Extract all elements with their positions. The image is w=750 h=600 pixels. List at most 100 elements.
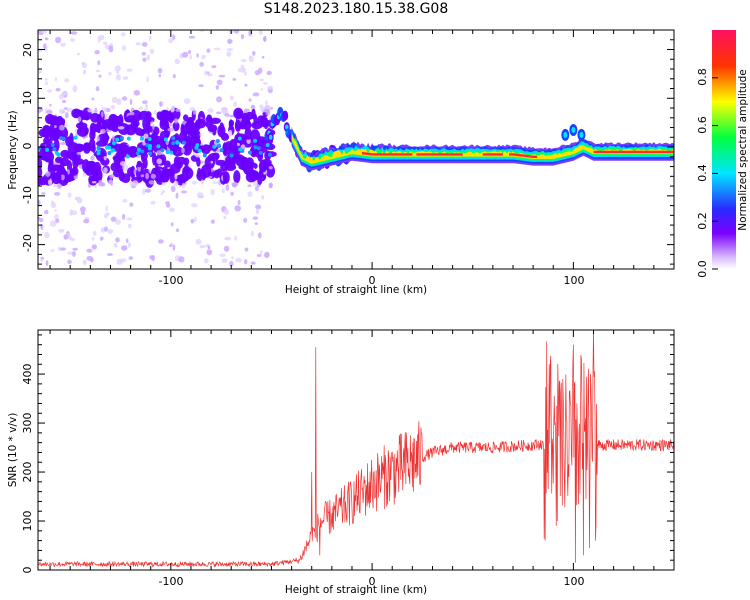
heat-blob [95,86,100,92]
heat-blob [86,248,93,253]
heat-blob [250,261,256,265]
spectrogram-panel: -100 0 100 -20 -10 0 10 20 Height of str… [7,29,675,296]
heat-blob [207,245,211,250]
heat-blob [122,45,127,51]
heat-blob [58,124,65,131]
heat-blob [51,200,54,206]
heat-blob [245,117,251,127]
heat-blob [148,180,155,185]
heat-blob [148,151,153,156]
heat-blob [235,257,242,263]
heat-blob [44,231,50,239]
heat-blob [267,85,273,90]
heat-blob [115,74,121,81]
heat-blob [116,70,120,74]
heat-blob [47,89,53,93]
heat-blob [181,147,185,154]
heat-blob [225,184,230,191]
heat-blob [150,200,156,205]
heat-blob [72,85,78,93]
heat-blob [91,144,96,153]
heat-blob [39,259,44,262]
heat-blob [113,242,118,248]
heat-blob [82,259,87,266]
heat-blob [243,217,248,223]
heat-blob [195,238,202,245]
heat-blob [116,258,123,265]
spectrogram-heatmap [38,30,674,267]
heat-blob [81,62,87,69]
heat-blob [128,256,134,260]
heat-blob [216,168,223,178]
heat-blob [207,124,218,133]
heat-blob [173,118,179,124]
heat-blob [126,154,130,159]
heat-blob [154,119,157,122]
heat-blob [44,77,48,81]
heat-blob [136,160,142,168]
heat-blob [117,65,121,69]
heat-blob [105,145,110,150]
heat-blob [165,150,170,155]
heat-blob [178,256,185,263]
heat-blob [259,78,264,82]
heat-blob [46,109,53,115]
heat-blob [263,82,268,85]
top-x-tick-label: 0 [369,274,376,287]
snr-series-line [38,330,674,568]
heat-blob [83,219,90,224]
heat-blob [58,108,65,114]
bottom-y-tick-label: 0 [21,567,34,574]
heat-blob [250,104,256,109]
heat-blob [175,108,181,112]
heat-blob [159,130,170,140]
heat-blob [100,111,104,118]
heat-blob [149,34,152,42]
heat-blob [237,67,245,73]
heat-blob [213,47,221,51]
heat-blob [258,67,263,74]
heat-blob [91,97,95,101]
heat-blob [193,109,197,115]
heat-blob [202,153,207,158]
heat-blob [216,96,223,103]
heat-blob [182,140,186,145]
heat-blob [230,191,234,196]
heat-blob [59,247,67,251]
heat-blob [129,98,133,106]
heat-blob [229,153,234,158]
heat-blob [223,245,230,252]
heat-blob [259,250,263,255]
heat-blob [63,234,69,240]
heat-blob [45,171,51,177]
heat-blob [260,88,264,91]
heat-blob [150,173,156,179]
heat-blob [182,51,189,58]
heat-blob [248,55,252,62]
heat-blob [107,228,114,234]
heat-blob [248,150,252,155]
heat-blob [571,126,576,133]
heat-blob [102,119,115,126]
heat-blob [200,164,212,178]
heat-blob [209,117,221,125]
heat-blob [212,152,220,160]
heat-blob [196,157,201,167]
colorbar: 0.0 0.2 0.4 0.6 0.8 Normalized spectral … [696,30,749,278]
heat-blob [96,168,103,183]
heat-blob [52,147,57,152]
heat-blob [127,242,131,248]
heat-blob [87,108,94,113]
heat-blob [72,247,78,251]
heat-blob [206,249,213,256]
heat-blob [97,37,101,43]
heat-blob [50,143,55,147]
bottom-x-tick-label: 0 [369,575,376,588]
heat-blob [47,179,53,186]
heat-blob [38,151,42,161]
heat-blob [161,189,165,194]
colorbar-gradient [712,30,736,269]
heat-blob [116,98,122,105]
heat-blob [67,169,70,175]
heat-blob [115,219,121,225]
